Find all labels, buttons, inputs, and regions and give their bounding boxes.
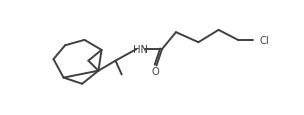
Text: O: O — [151, 67, 159, 77]
Text: HN: HN — [133, 45, 148, 55]
Text: Cl: Cl — [260, 36, 269, 45]
